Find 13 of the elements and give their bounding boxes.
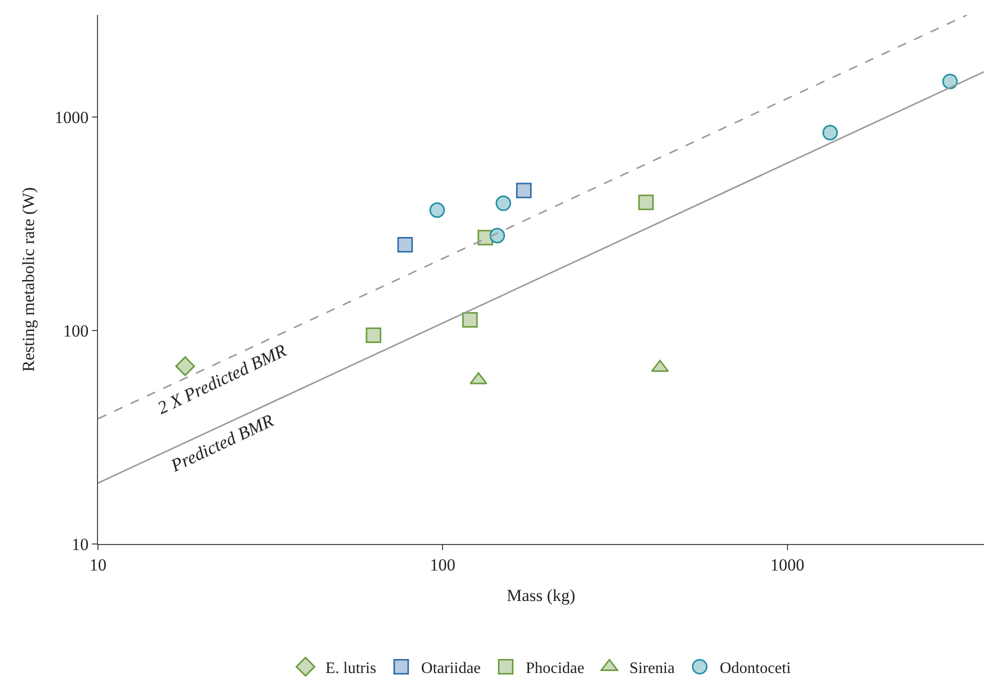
- y-axis-title: Resting metabolic rate (W): [19, 187, 38, 372]
- legend-label: Phocidae: [526, 660, 584, 677]
- legend-label: Otariidae: [421, 660, 481, 677]
- y-tick-label: 10: [72, 534, 89, 554]
- x-axis-title: Mass (kg): [506, 586, 576, 605]
- y-tick-label: 100: [63, 321, 89, 340]
- legend-label: E. lutris: [326, 660, 376, 677]
- legend-label: Odontoceti: [720, 660, 792, 677]
- y-tick-label: 1000: [54, 108, 89, 127]
- x-tick-label: 10: [90, 555, 106, 574]
- legend-label: Sirenia: [629, 660, 675, 677]
- x-tick-label: 100: [430, 555, 456, 574]
- x-tick-label: 1000: [770, 555, 804, 574]
